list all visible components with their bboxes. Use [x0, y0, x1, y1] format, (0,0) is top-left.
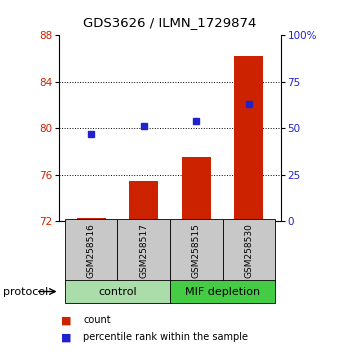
Text: protocol: protocol — [3, 287, 49, 297]
Bar — [129, 181, 158, 221]
Text: ■: ■ — [61, 332, 72, 342]
Bar — [117, 219, 170, 281]
Text: GSM258517: GSM258517 — [139, 223, 148, 278]
Text: ■: ■ — [61, 315, 72, 325]
Text: MIF depletion: MIF depletion — [185, 286, 260, 297]
Bar — [182, 158, 211, 221]
Text: GDS3626 / ILMN_1729874: GDS3626 / ILMN_1729874 — [83, 16, 257, 29]
Bar — [170, 219, 223, 281]
Text: control: control — [98, 286, 137, 297]
Text: percentile rank within the sample: percentile rank within the sample — [83, 332, 248, 342]
Text: GSM258530: GSM258530 — [244, 223, 253, 278]
Bar — [223, 219, 275, 281]
Text: GSM258516: GSM258516 — [87, 223, 96, 278]
Text: count: count — [83, 315, 111, 325]
Text: GSM258515: GSM258515 — [192, 223, 201, 278]
Bar — [170, 280, 275, 303]
Bar — [76, 218, 105, 221]
Bar — [65, 219, 117, 281]
Bar — [65, 280, 170, 303]
Bar — [235, 56, 264, 221]
